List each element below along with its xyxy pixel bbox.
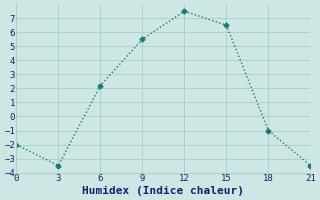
X-axis label: Humidex (Indice chaleur): Humidex (Indice chaleur)	[82, 186, 244, 196]
